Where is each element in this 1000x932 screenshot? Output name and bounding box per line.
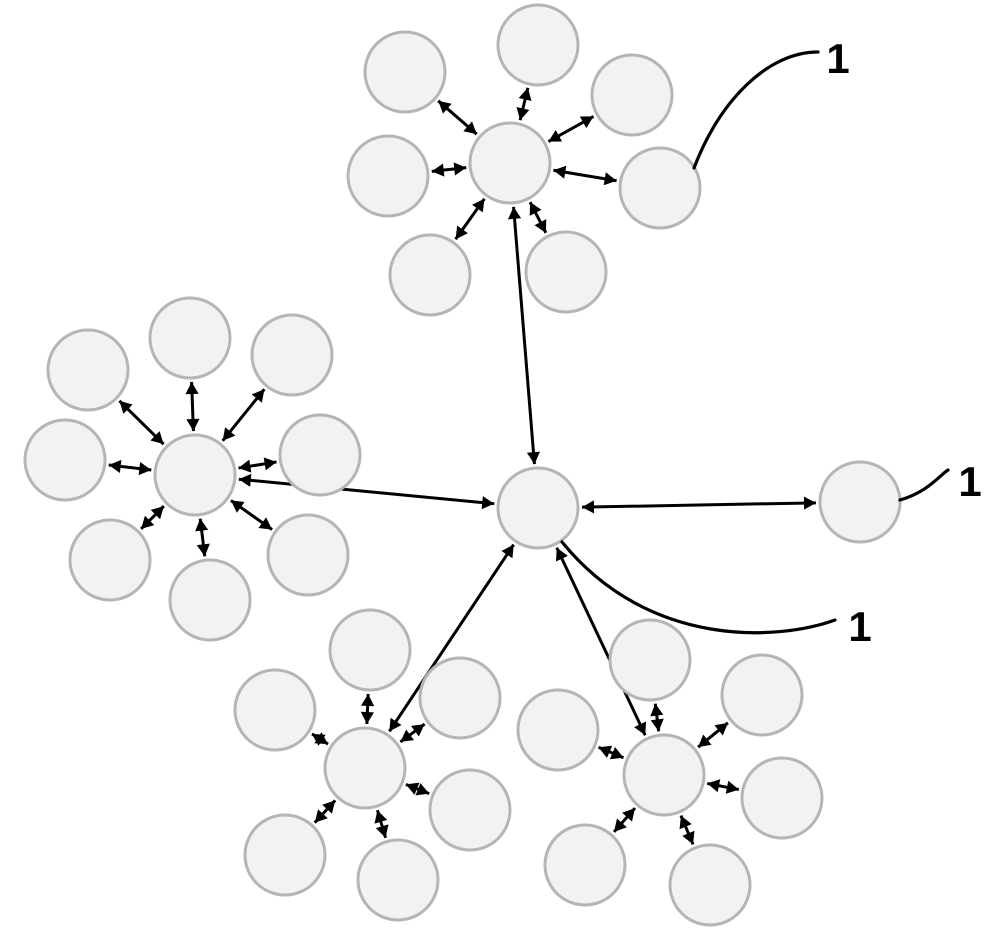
- callout-leader: [562, 542, 835, 633]
- node-bl1: [235, 670, 315, 750]
- node-br2: [610, 620, 690, 700]
- edge: [239, 479, 494, 504]
- node-t6: [526, 232, 606, 312]
- node-l7: [70, 520, 150, 600]
- node-l2: [150, 298, 230, 378]
- node-br5: [670, 845, 750, 925]
- callout-label: 1: [958, 458, 981, 505]
- node-br4: [742, 758, 822, 838]
- network-diagram: 1 1 1: [0, 0, 1000, 932]
- node-l6: [170, 560, 250, 640]
- node-center: [498, 468, 578, 548]
- node-l4: [280, 415, 360, 495]
- edge: [582, 503, 816, 507]
- callout-label: 1: [826, 35, 849, 82]
- node-t2: [498, 5, 578, 85]
- node-t4: [348, 136, 428, 216]
- node-leftHub: [155, 435, 235, 515]
- callout-leader: [900, 470, 948, 500]
- callout-leader: [694, 52, 818, 168]
- node-l5: [268, 515, 348, 595]
- node-t5: [390, 235, 470, 315]
- node-t7: [620, 148, 700, 228]
- node-bl5: [358, 840, 438, 920]
- node-bl2: [330, 610, 410, 690]
- node-t1: [365, 32, 445, 112]
- nodes-layer: [25, 5, 900, 925]
- node-brHub: [624, 735, 704, 815]
- node-right: [820, 462, 900, 542]
- node-br1: [518, 690, 598, 770]
- node-l8: [25, 420, 105, 500]
- node-bl6: [245, 815, 325, 895]
- node-br3: [722, 655, 802, 735]
- node-bl3: [420, 658, 500, 738]
- node-topHub: [470, 123, 550, 203]
- node-l1: [48, 330, 128, 410]
- edge: [514, 207, 535, 464]
- callout-label: 1: [848, 603, 871, 650]
- diagram-svg: 1 1 1: [0, 0, 1000, 932]
- node-l3: [252, 315, 332, 395]
- node-blHub: [325, 728, 405, 808]
- node-bl4: [430, 770, 510, 850]
- node-t3: [592, 55, 672, 135]
- node-br6: [545, 825, 625, 905]
